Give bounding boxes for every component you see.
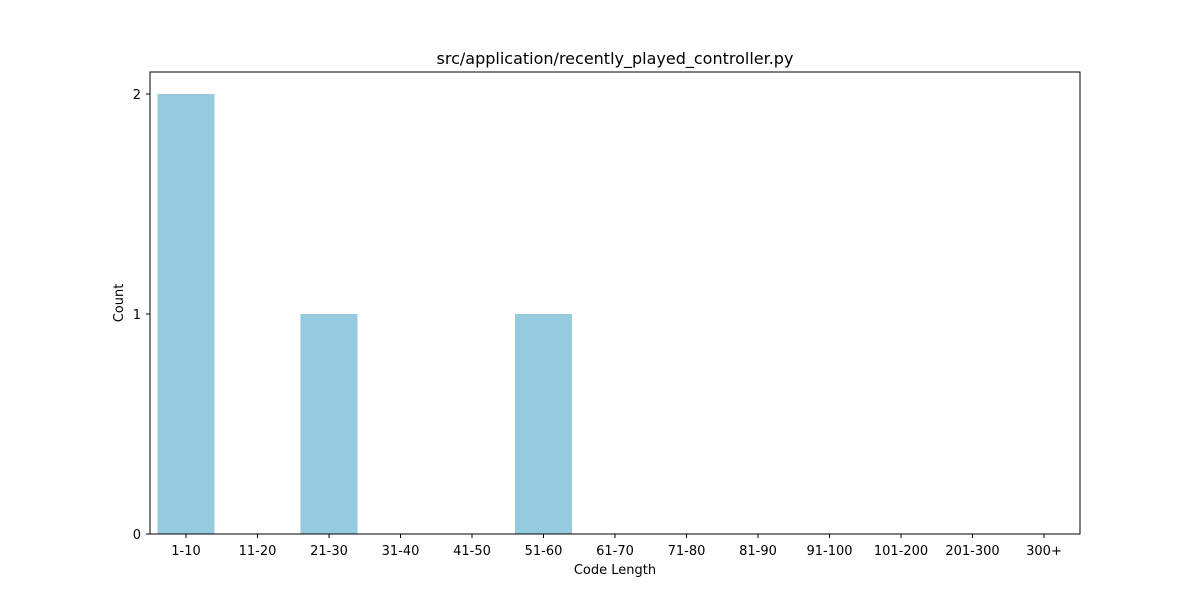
plot-frame <box>149 71 1081 535</box>
x-tick-label: 201-300 <box>945 544 999 559</box>
x-tick-label: 11-20 <box>239 544 277 559</box>
bars-group <box>157 94 572 534</box>
x-axis-ticks: 1-10 11-20 21-30 31-40 41-50 51-60 61-70 71-80 8… <box>171 534 1062 559</box>
y-axis-title: Count <box>112 284 127 323</box>
chart-title: src/application/recently_played_controll… <box>437 49 794 69</box>
y-tick-label: 2 <box>133 88 141 103</box>
x-tick-label: 91-100 <box>806 544 852 559</box>
x-tick-label: 51-60 <box>525 544 563 559</box>
x-tick-label: 61-70 <box>596 544 634 559</box>
plot-area <box>150 72 1080 534</box>
x-tick-label: 41-50 <box>453 544 491 559</box>
y-tick-label: 1 <box>133 308 141 323</box>
x-tick-label: 81-90 <box>739 544 777 559</box>
bar-1-10 <box>157 94 215 534</box>
x-tick-label: 1-10 <box>171 544 201 559</box>
x-tick-label: 71-80 <box>668 544 706 559</box>
x-tick-label: 31-40 <box>382 544 420 559</box>
x-tick-label: 101-200 <box>874 544 928 559</box>
bar-21-30 <box>300 314 358 534</box>
y-axis-ticks: 0 1 2 <box>133 88 150 543</box>
x-tick-label: 21-30 <box>310 544 348 559</box>
x-axis-title: Code Length <box>574 563 656 578</box>
y-tick-label: 0 <box>133 528 141 543</box>
x-tick-label: 300+ <box>1026 544 1062 559</box>
bar-51-60 <box>515 314 572 534</box>
